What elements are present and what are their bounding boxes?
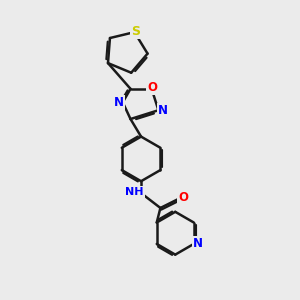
Text: O: O	[178, 191, 188, 204]
Text: N: N	[158, 104, 168, 117]
Text: NH: NH	[125, 187, 144, 197]
Text: N: N	[114, 96, 124, 109]
Text: O: O	[147, 81, 157, 94]
Text: N: N	[193, 237, 203, 250]
Text: S: S	[131, 25, 140, 38]
